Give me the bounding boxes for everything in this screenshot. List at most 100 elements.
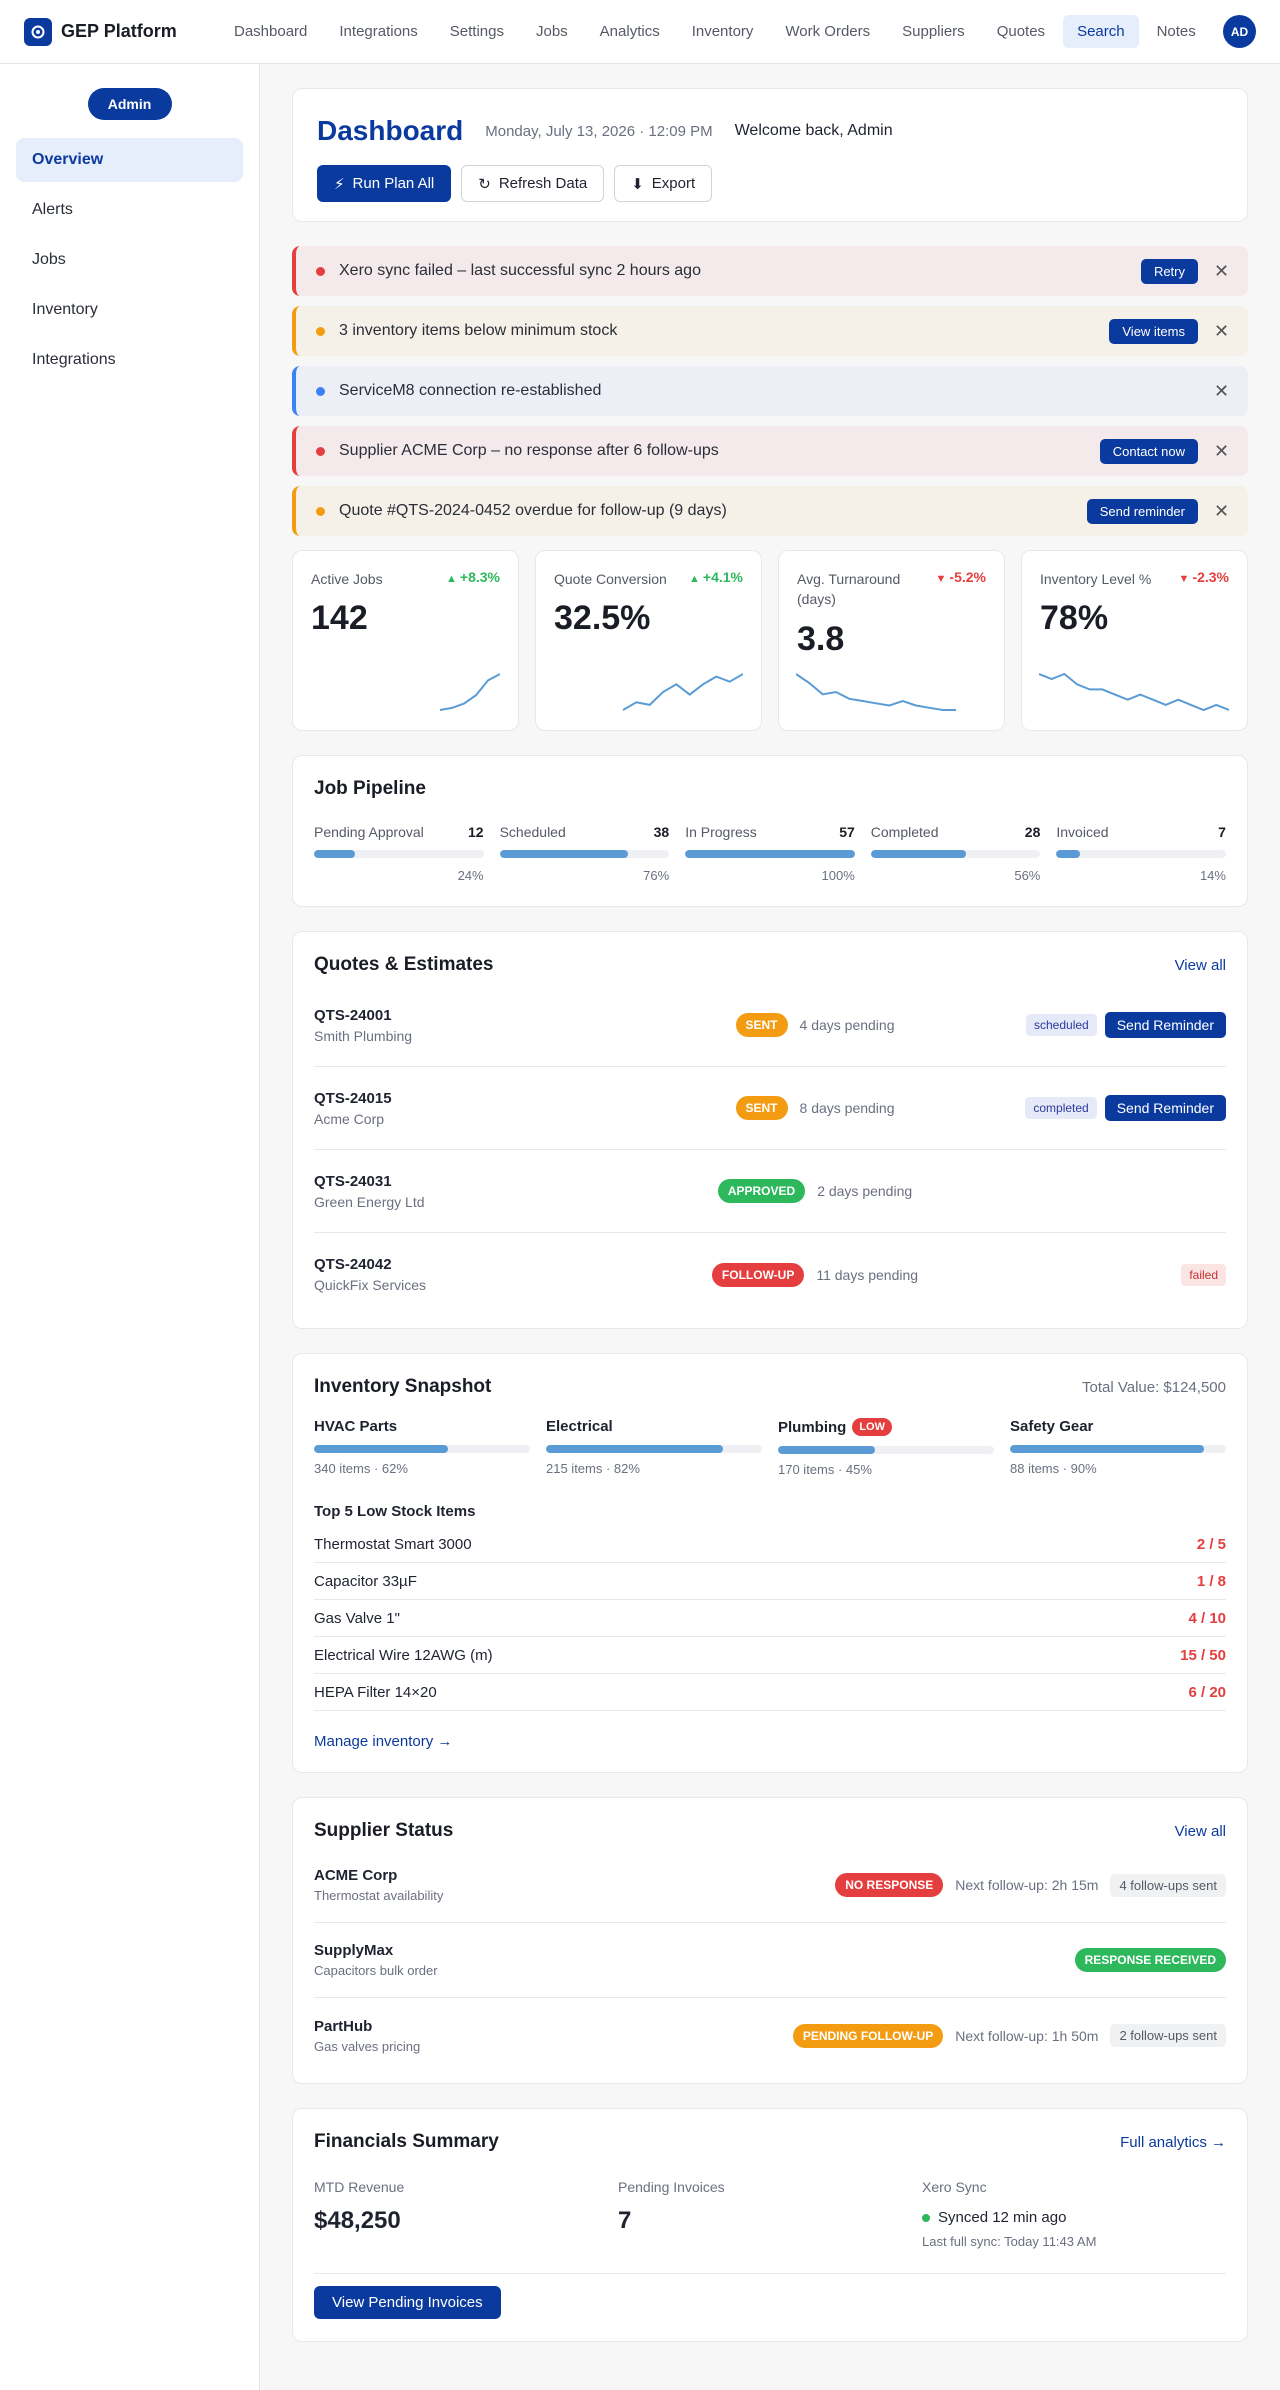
alert-message: Supplier ACME Corp – no response after 6… [339, 442, 719, 459]
pipeline-stage[interactable]: Invoiced 7 14% [1056, 824, 1226, 883]
sparkline-series [622, 673, 743, 711]
low-stock-row[interactable]: Electrical Wire 12AWG (m) 15 / 50 [314, 1637, 1226, 1674]
quote-id[interactable]: QTS-24001 [314, 1006, 392, 1024]
low-stock-quantity: 4 / 10 [1188, 1609, 1226, 1627]
nav-item-suppliers[interactable]: Suppliers [902, 23, 965, 40]
pipeline-stage[interactable]: Pending Approval 12 24% [314, 824, 484, 883]
export-button[interactable]: ⬇ Export [614, 165, 713, 202]
user-avatar[interactable]: AD [1223, 15, 1256, 48]
kpi-sparkline [1039, 672, 1229, 712]
close-icon[interactable]: ✕ [1214, 380, 1230, 401]
quote-id[interactable]: QTS-24031 [314, 1172, 392, 1190]
supplier-row[interactable]: ACME Corp Thermostat availability NO RESPO… [314, 1848, 1226, 1923]
nav-item-settings[interactable]: Settings [449, 23, 504, 40]
alert-action-button[interactable]: Retry [1140, 258, 1198, 284]
welcome-message: Welcome back, Admin [734, 122, 893, 139]
sidebar-item-inventory[interactable]: Inventory [32, 301, 98, 318]
close-icon[interactable]: ✕ [1214, 500, 1230, 521]
lightning-icon: ⚡ [334, 175, 345, 193]
sidebar-menu: Overview Alerts Jobs Inventory Integrations [16, 138, 243, 382]
send-reminder-button[interactable]: Send Reminder [1104, 1012, 1226, 1038]
kpi-delta-value: -2.3% [1192, 569, 1229, 585]
alert-action-button[interactable]: View items [1109, 318, 1198, 344]
pipeline-stage[interactable]: In Progress 57 100% [685, 824, 855, 883]
inventory-category[interactable]: Plumbing LOW 170 items · 45% [778, 1418, 994, 1477]
low-stock-row[interactable]: Gas Valve 1" 4 / 10 [314, 1600, 1226, 1637]
nav-item-dashboard[interactable]: Dashboard [234, 23, 308, 40]
alert-action-button[interactable]: Send reminder [1086, 498, 1198, 524]
supplier-row[interactable]: SupplyMax Capacitors bulk order RESPONSE R… [314, 1923, 1226, 1998]
kpi-delta: ▲ +4.1% [689, 569, 743, 585]
pending-invoices-label: Pending Invoices [618, 2179, 725, 2195]
quote-info: QTS-24031 Green Energy Ltd [314, 1173, 644, 1210]
nav-item-integrations[interactable]: Integrations [339, 23, 418, 40]
manage-inventory-link[interactable]: Manage inventory → [314, 1733, 453, 1750]
nav-item-work-orders[interactable]: Work Orders [785, 23, 871, 40]
run-plan-all-button[interactable]: ⚡ Run Plan All [317, 165, 452, 202]
low-stock-row[interactable]: HEPA Filter 14×20 6 / 20 [314, 1674, 1226, 1711]
inventory-level-fill [314, 1445, 448, 1453]
pipeline-stage[interactable]: Completed 28 56% [870, 824, 1041, 883]
stage-count: 57 [839, 824, 855, 840]
quotes-view-all-link[interactable]: View all [1174, 956, 1226, 974]
nav-item-search[interactable]: Search [1063, 15, 1139, 48]
nav-item-inventory[interactable]: Inventory [691, 23, 754, 40]
quote-row[interactable]: QTS-24042 QuickFix Services FOLLOW-UP 11 da… [314, 1233, 1226, 1316]
kpi-delta: ▼ -2.3% [1178, 569, 1229, 585]
quote-job-status-tag: scheduled [1026, 1014, 1097, 1036]
role-badge[interactable]: Admin [87, 88, 172, 120]
alert-item: 3 inventory items below minimum stock Vie… [292, 306, 1248, 356]
financials-card: Financials Summary Full analytics → MTD … [292, 2108, 1248, 2342]
stage-progress-fill [685, 850, 855, 858]
stage-header: Pending Approval 12 [314, 824, 484, 840]
quote-row[interactable]: QTS-24031 Green Energy Ltd APPROVED 2 days … [314, 1150, 1226, 1233]
quote-client: QuickFix Services [314, 1277, 427, 1293]
pipeline-stage[interactable]: Scheduled 38 76% [499, 824, 670, 883]
nav-item-notes[interactable]: Notes [1156, 23, 1196, 40]
inventory-category-stats: 170 items · 45% [778, 1462, 872, 1477]
quote-pending-days: 11 days pending [816, 1266, 919, 1283]
alert-severity-dot [316, 266, 325, 276]
quote-row[interactable]: QTS-24015 Acme Corp SENT 8 days pending comp… [314, 1067, 1226, 1150]
nav-item-analytics[interactable]: Analytics [599, 23, 660, 40]
inventory-category[interactable]: Electrical 215 items · 82% [546, 1418, 762, 1477]
suppliers-view-all-link[interactable]: View all [1174, 1822, 1226, 1840]
sidebar-item-jobs[interactable]: Jobs [32, 251, 66, 268]
refresh-data-button[interactable]: ↻ Refresh Data [461, 165, 605, 202]
kpi-card: Inventory Level % ▼ -2.3% 78% [1021, 550, 1248, 731]
quote-row[interactable]: QTS-24001 Smith Plumbing SENT 4 days pendin… [314, 984, 1226, 1067]
sidebar-item-overview[interactable]: Overview [16, 138, 243, 182]
supplier-status-badge: RESPONSE RECEIVED [1074, 1948, 1226, 1972]
inventory-category[interactable]: HVAC Parts 340 items · 62% [314, 1418, 530, 1477]
low-stock-row[interactable]: Thermostat Smart 3000 2 / 5 [314, 1526, 1226, 1563]
quote-status-group: SENT 4 days pending [644, 1013, 986, 1037]
sidebar: Admin Overview Alerts Jobs Inventory Integra… [0, 64, 260, 2390]
quote-status-group: FOLLOW-UP 11 days pending [644, 1262, 986, 1287]
nav-item-jobs[interactable]: Jobs [535, 23, 568, 40]
stage-progress-bar [685, 850, 855, 858]
nav-item-quotes[interactable]: Quotes [996, 23, 1046, 40]
inventory-total-value: Total Value: $124,500 [1081, 1378, 1226, 1396]
supplier-list: ACME Corp Thermostat availability NO RESPO… [314, 1848, 1226, 2073]
brand[interactable]: GEP Platform [24, 17, 220, 46]
sidebar-item-alerts[interactable]: Alerts [32, 201, 73, 218]
main-content: Dashboard Monday, July 13, 2026 · 12:09 … [292, 88, 1248, 2366]
close-icon[interactable]: ✕ [1214, 440, 1230, 461]
inventory-category[interactable]: Safety Gear 88 items · 90% [1010, 1418, 1226, 1477]
run-plan-all-label: Run Plan All [352, 175, 435, 192]
alert-action-button[interactable]: Contact now [1099, 438, 1198, 464]
quote-id[interactable]: QTS-24015 [314, 1089, 392, 1107]
close-icon[interactable]: ✕ [1214, 260, 1230, 281]
send-reminder-button[interactable]: Send Reminder [1104, 1095, 1226, 1121]
export-label: Export [651, 175, 696, 192]
low-stock-row[interactable]: Capacitor 33µF 1 / 8 [314, 1563, 1226, 1600]
kpi-label: Active Jobs [311, 571, 383, 587]
view-pending-invoices-button[interactable]: View Pending Invoices [314, 2286, 501, 2319]
supplier-info: ACME Corp Thermostat availability [314, 1867, 835, 1903]
full-analytics-link[interactable]: Full analytics → [1120, 2133, 1226, 2151]
quote-id[interactable]: QTS-24042 [314, 1256, 392, 1273]
sidebar-item-integrations[interactable]: Integrations [32, 351, 116, 368]
close-icon[interactable]: ✕ [1214, 320, 1230, 341]
supplier-row[interactable]: PartHub Gas valves pricing PENDING FOLLOW-… [314, 1998, 1226, 2073]
xero-last-sync: Last full sync: Today 11:43 AM [922, 2234, 1097, 2249]
